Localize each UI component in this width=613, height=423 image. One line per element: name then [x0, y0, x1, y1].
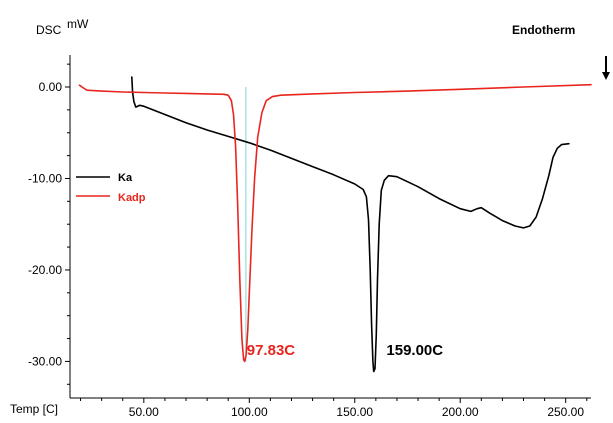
y-axis-unit: mW — [67, 17, 89, 31]
series-group — [78, 76, 592, 373]
y-tick-label: -20.00 — [28, 263, 62, 277]
x-axis-label: Temp [C] — [10, 402, 58, 416]
x-tick-label: 100.00 — [231, 405, 268, 419]
endotherm-arrow-icon — [602, 56, 610, 80]
legend-label-kadp: Kadp — [118, 192, 146, 204]
plot-frame — [69, 55, 591, 399]
series-line-kadp — [78, 83, 592, 363]
y-tick-label: -30.00 — [28, 354, 62, 368]
y-tick-label: 0.00 — [39, 80, 63, 94]
series-line-ka — [131, 76, 570, 373]
y-ticks: 0.00 -10.00 -20.00 -30.00 — [28, 63, 70, 385]
x-tick-label: 50.00 — [129, 405, 159, 419]
peak-annotation: 159.00C — [386, 342, 443, 359]
y-axis-label: DSC — [36, 23, 62, 37]
peak-annotation: 97.83C — [247, 342, 296, 359]
legend: Ka Kadp — [76, 172, 146, 204]
x-tick-label: 150.00 — [336, 405, 373, 419]
x-tick-label: 200.00 — [442, 405, 479, 419]
legend-label-ka: Ka — [118, 172, 133, 184]
annotations: 97.83C 159.00C — [247, 342, 444, 359]
endotherm-label: Endotherm — [512, 23, 575, 37]
y-tick-label: -10.00 — [28, 171, 62, 185]
x-ticks: 50.00 100.00 150.00 200.00 250.00 — [80, 398, 588, 419]
x-tick-label: 250.00 — [547, 405, 584, 419]
